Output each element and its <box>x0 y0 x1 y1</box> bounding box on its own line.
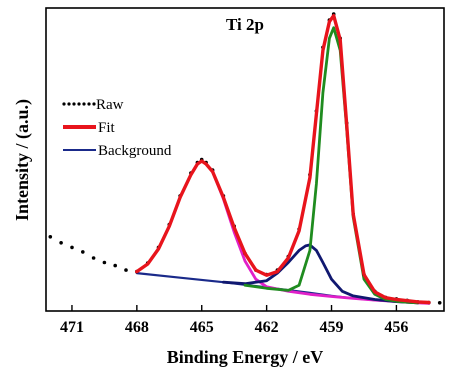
series-component-5-line <box>221 243 420 305</box>
x-tick-label: 456 <box>384 319 408 336</box>
raw-data-point <box>48 235 53 239</box>
raw-data-point <box>113 263 117 268</box>
legend: Raw Fit Background <box>62 97 172 159</box>
x-tick-label: 459 <box>320 319 344 336</box>
series-layer <box>48 12 442 305</box>
raw-data-point <box>124 268 128 272</box>
raw-data-point <box>437 301 442 305</box>
raw-data-point <box>59 241 63 245</box>
y-axis-label: Intensity / (a.u.) <box>12 99 33 221</box>
series-component-4-line <box>243 26 420 305</box>
series-component-3-line <box>135 159 431 305</box>
raw-data-point <box>102 260 107 265</box>
x-tick-label: 471 <box>60 319 84 336</box>
chart-title: Ti 2p <box>226 15 264 34</box>
x-tick-label: 468 <box>125 319 149 336</box>
legend-raw-marker <box>62 102 96 106</box>
raw-data-point <box>81 250 85 254</box>
series-fit-line <box>135 13 431 305</box>
x-tick-label: 462 <box>255 319 279 336</box>
legend-fit-label: Fit <box>98 120 116 136</box>
plot-frame <box>45 7 445 312</box>
legend-background-label: Background <box>98 143 172 159</box>
legend-raw-label: Raw <box>96 97 124 113</box>
x-axis-ticks: 471 468 465 462 459 456 <box>60 305 408 336</box>
raw-data-point <box>91 256 96 260</box>
x-tick-label: 465 <box>190 319 214 336</box>
x-axis-label: Binding Energy / eV <box>167 347 324 367</box>
raw-data-point <box>70 245 74 250</box>
